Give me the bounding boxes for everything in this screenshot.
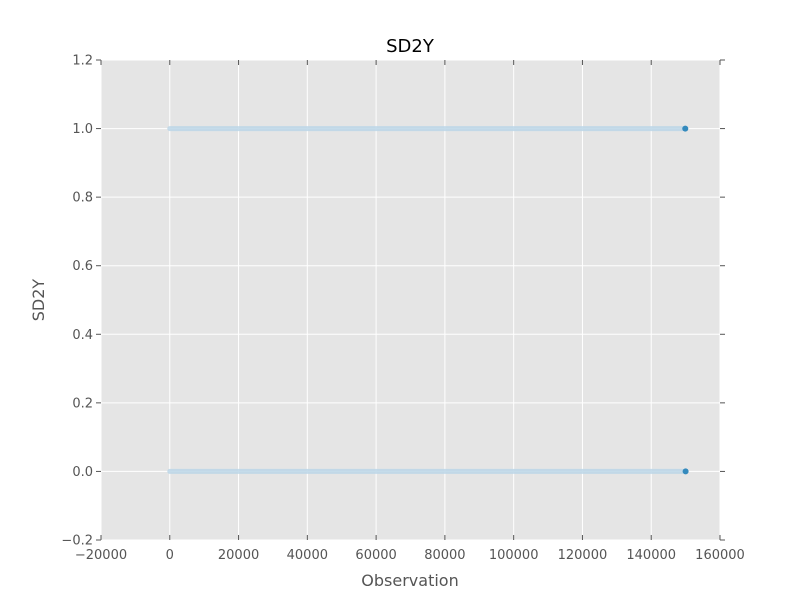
y-axis-label: SD2Y [29, 279, 48, 322]
x-tick-label: 20000 [218, 548, 259, 563]
data-point [682, 125, 689, 132]
data-bands [167, 126, 686, 474]
x-tick-label: 100000 [489, 548, 539, 563]
axis-ticks: −20000 0 20000 40000 60000 80000 100000 120000 1… [61, 54, 744, 564]
y-tick-label: 1.0 [72, 122, 93, 137]
y-tick-label: 1.2 [72, 54, 93, 69]
y-tick-label: 0.0 [72, 465, 93, 480]
x-tick-label: 80000 [424, 548, 465, 563]
y-tick-label: −0.2 [61, 534, 93, 549]
chart-title: SD2Y [386, 36, 435, 57]
plot-area [101, 60, 720, 540]
x-tick-label: 120000 [558, 548, 608, 563]
y-tick-label: 0.8 [72, 191, 93, 206]
y-tick-label: 0.2 [72, 396, 93, 411]
x-tick-label: 40000 [287, 548, 328, 563]
x-tick-label: 160000 [695, 548, 745, 563]
x-tick-label: 0 [166, 548, 174, 563]
x-tick-label: −20000 [75, 548, 127, 563]
x-tick-label: 60000 [355, 548, 396, 563]
x-axis-label: Observation [361, 571, 458, 590]
y-tick-label: 0.4 [72, 328, 93, 343]
data-point [682, 468, 689, 475]
y-tick-label: 0.6 [72, 259, 93, 274]
x-tick-label: 140000 [626, 548, 676, 563]
data-points [682, 125, 689, 475]
